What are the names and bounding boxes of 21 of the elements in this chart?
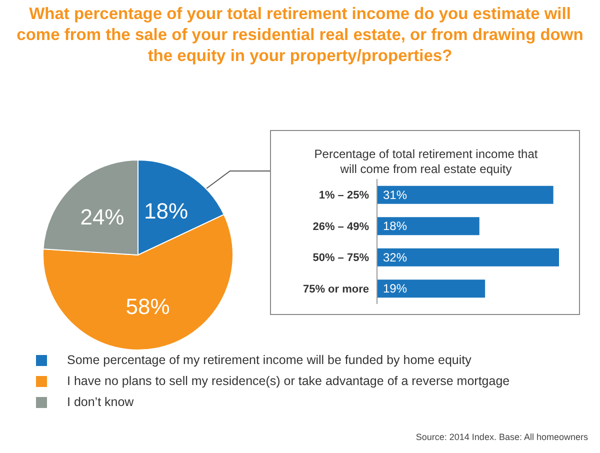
y-tick-label: 75% or more bbox=[302, 283, 369, 296]
bar bbox=[377, 280, 486, 298]
data-label: 31% bbox=[383, 188, 408, 202]
data-label: 32% bbox=[383, 250, 408, 264]
y-tick-label: 26% – 49% bbox=[312, 220, 370, 233]
data-label: 58% bbox=[126, 294, 170, 319]
bar bbox=[377, 186, 554, 204]
data-label: 24% bbox=[80, 204, 124, 230]
data-label: 18% bbox=[383, 219, 408, 234]
data-label: 18% bbox=[144, 198, 188, 224]
legend-label: I have no plans to sell my residence(s) or take advantage of a reverse mortgage bbox=[67, 373, 510, 390]
y-tick-label: 50% – 75% bbox=[312, 252, 370, 264]
chart-title: What percentage of your total retirement income do you estimate will come from the sale of your residential real estate, or from drawing down the equity in your property/properties? bbox=[16, 4, 584, 67]
legend-label: Some percentage of my retirement income will be funded by home equity bbox=[67, 352, 472, 369]
chart-title: Percentage of total retirement income that will come from real estate equity bbox=[313, 147, 539, 177]
y-tick-label: 1% – 25% bbox=[318, 190, 370, 202]
data-label: 19% bbox=[383, 282, 408, 296]
source-note: Source: 2014 Index. Base: All homeowners bbox=[416, 432, 588, 442]
legend-label: I don’t know bbox=[67, 394, 134, 411]
bar bbox=[377, 248, 559, 266]
bar bbox=[377, 217, 480, 236]
